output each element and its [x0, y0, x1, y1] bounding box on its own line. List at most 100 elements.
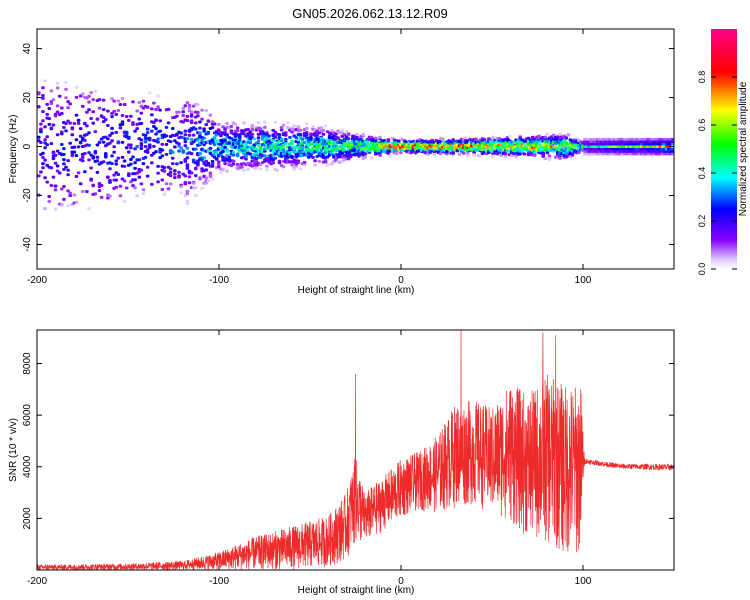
- spectrogram-cell: [126, 150, 131, 154]
- spectrogram-cell: [95, 117, 100, 121]
- spectrogram-cell: [629, 145, 633, 148]
- spectrogram-cell: [179, 185, 183, 189]
- spectrogram-cell: [114, 185, 119, 189]
- spectrogram-cell: [664, 137, 669, 141]
- spectrogram-cell: [160, 142, 165, 146]
- spectrogram-cell: [610, 150, 615, 153]
- spectrogram-cell: [62, 125, 66, 129]
- spectrogram-cell: [399, 151, 403, 155]
- spectrogram-cell: [93, 89, 98, 93]
- spectrogram-cell: [664, 145, 669, 148]
- spectrogram-cell: [110, 126, 114, 130]
- spectrogram-cell: [585, 152, 589, 156]
- spectrogram-cell: [258, 145, 263, 149]
- spectrogram-cell: [55, 133, 60, 137]
- spectrogram-cell: [193, 121, 198, 125]
- spectrogram-cell: [168, 167, 173, 171]
- spectrogram-cell: [47, 106, 52, 110]
- spectrogram-cell: [641, 152, 646, 156]
- spectrogram-cell: [273, 156, 278, 160]
- spectrogram-cell: [55, 81, 60, 85]
- spectrogram-cell: [669, 152, 673, 156]
- colorbar-ticks: 0.0 0.2 0.4 0.6 0.8: [697, 71, 737, 275]
- spectrogram-cell: [302, 160, 307, 164]
- spectrogram-cell: [652, 152, 656, 156]
- spectrogram-cell: [170, 162, 175, 166]
- spectrogram-cell: [154, 150, 158, 154]
- spectrogram-cell: [76, 145, 81, 149]
- spectrogram-cell: [597, 145, 602, 148]
- spectrogram-cell: [233, 122, 238, 126]
- spectrogram-cell: [85, 190, 89, 194]
- spectrogram-cell: [110, 131, 114, 135]
- spectrogram-cell: [591, 140, 596, 144]
- spectrogram-cell: [639, 137, 644, 141]
- spectrogram-cell: [669, 137, 673, 141]
- spectrogram-cell: [602, 137, 606, 141]
- spectrogram-cell: [137, 100, 142, 104]
- spectrogram-cell: [191, 181, 196, 185]
- spectrogram-cell: [382, 139, 386, 143]
- spectrogram-cell: [641, 140, 646, 144]
- spectrogram-cell: [106, 123, 110, 127]
- spectrogram-cell: [652, 142, 656, 146]
- spectrogram-cell: [214, 157, 219, 161]
- spectrogram-cells: [37, 79, 674, 211]
- spectrogram-cell: [541, 153, 546, 157]
- spectrogram-cell: [110, 115, 114, 119]
- spectrogram-cell: [537, 134, 541, 138]
- spectrogram-cell: [87, 158, 91, 162]
- spectrogram-cell: [62, 168, 66, 172]
- spectrogram-cell: [244, 157, 248, 161]
- spectrogram-cell: [87, 151, 91, 155]
- spectrogram-cell: [612, 152, 617, 156]
- spectrogram-cell: [112, 173, 116, 177]
- spectrogram-cell: [608, 150, 612, 153]
- spectrogram-cell: [223, 145, 227, 149]
- spectrogram-cell: [482, 138, 487, 142]
- spectrogram-cell: [660, 137, 665, 141]
- spectrogram-cell: [612, 145, 617, 148]
- spectrogram-cell: [43, 79, 47, 83]
- spectrogram-cell: [41, 162, 45, 166]
- spectrogram-cell: [147, 145, 152, 149]
- spectrogram-cell: [97, 141, 102, 145]
- spectrogram-cell: [80, 92, 85, 96]
- spectrogram-cell: [41, 86, 45, 90]
- spectrogram-cell: [225, 149, 229, 153]
- spectrogram-cell: [80, 155, 85, 159]
- spectrogram-cell: [627, 150, 631, 153]
- spectrogram-cell: [643, 152, 648, 156]
- spectrogram-cell: [304, 122, 309, 126]
- spectrogram-cell: [600, 137, 604, 141]
- spectrogram-cell: [600, 152, 604, 156]
- spectrogram-cell: [658, 142, 663, 146]
- spectrogram-cell: [602, 140, 606, 144]
- spectrogram-cell: [51, 151, 56, 155]
- spectrogram-cell: [41, 96, 45, 100]
- spectrogram-cell: [658, 147, 663, 151]
- spectrogram-cell: [74, 138, 79, 142]
- spectrogram-cell: [357, 154, 361, 158]
- spectrogram-cell: [623, 142, 627, 146]
- figure-title: GN05.2026.062.13.12.R09: [292, 6, 447, 21]
- spectrogram-cell: [156, 105, 160, 109]
- spectrogram-cell: [193, 127, 198, 131]
- spectrogram-cell: [639, 152, 644, 156]
- spectrogram-cell: [45, 135, 49, 139]
- spectrogram-cell: [294, 164, 299, 168]
- spectrogram-cell: [361, 132, 366, 136]
- spectrogram-cell: [608, 142, 612, 146]
- spectrogram-cell: [279, 126, 284, 130]
- spectrogram-cell: [204, 123, 209, 127]
- spectrogram-cell: [39, 130, 43, 134]
- spectrogram-cell: [62, 197, 66, 201]
- spectrogram-cell: [654, 145, 659, 148]
- spectrogram-cell: [298, 167, 303, 171]
- spectrogram-cell: [614, 137, 619, 141]
- spectrogram-cell: [671, 140, 674, 144]
- spectrogram-cell: [610, 145, 615, 148]
- spectrogram-cell: [179, 131, 183, 135]
- spectrogram-cell: [70, 133, 75, 137]
- spectrogram-cell: [193, 174, 198, 178]
